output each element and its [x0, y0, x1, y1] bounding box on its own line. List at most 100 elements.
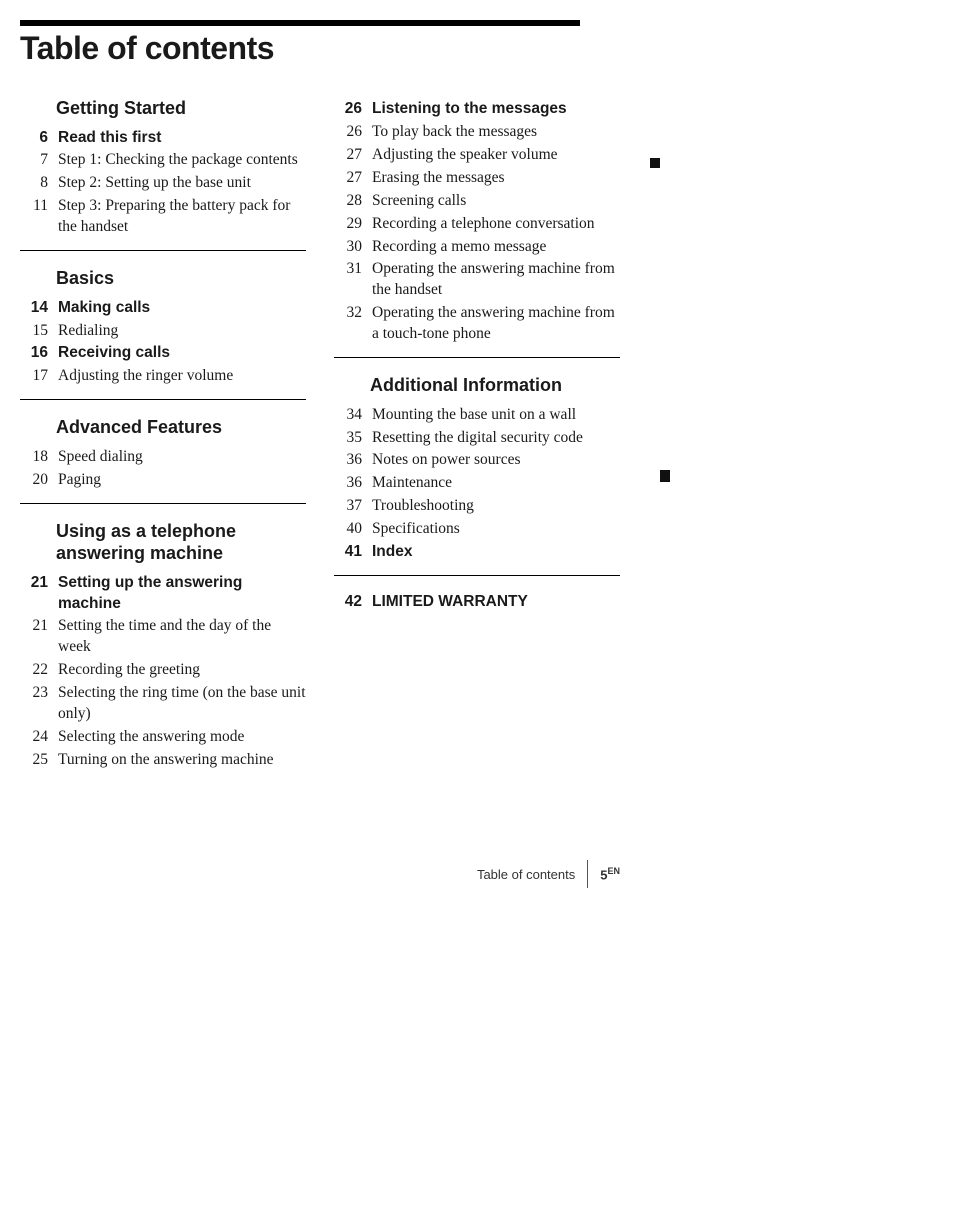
toc-entry-page: 28 [334, 191, 362, 212]
section-heading: Getting Started [56, 97, 306, 120]
toc-entry-text: Step 2: Setting up the base unit [58, 173, 306, 194]
toc-entry-text: Mounting the base unit on a wall [372, 405, 620, 426]
toc-entry-page: 31 [334, 259, 362, 280]
toc-entry-page: 40 [334, 519, 362, 540]
section-divider [334, 575, 620, 576]
toc-entry: 27Erasing the messages [334, 168, 620, 189]
toc-entry-page: 22 [20, 660, 48, 681]
toc-entry-page: 27 [334, 145, 362, 166]
toc-entry-text: Operating the answering machine from the… [372, 259, 620, 301]
toc-entry-text: Step 3: Preparing the battery pack for t… [58, 196, 306, 238]
toc-entry: 35 Resetting the digital security code [334, 428, 620, 449]
toc-entry-text: Notes on power sources [372, 450, 620, 471]
toc-entry-page: 36 [334, 473, 362, 494]
toc-entry: 41 Index [334, 542, 620, 563]
toc-entry: 27Adjusting the speaker volume [334, 145, 620, 166]
toc-entry: 30Recording a memo message [334, 237, 620, 258]
toc-entry-page: 42 [334, 592, 362, 613]
toc-entry: 31 Operating the answering machine from t… [334, 259, 620, 301]
toc-entry-page: 30 [334, 237, 362, 258]
toc-entry: 18Speed dialing [20, 447, 306, 468]
toc-entry-text: Recording the greeting [58, 660, 306, 681]
toc-entry-page: 29 [334, 214, 362, 235]
toc-entry: 22 Recording the greeting [20, 660, 306, 681]
toc-entry-page: 15 [20, 321, 48, 342]
toc-entry-page: 21 [20, 616, 48, 637]
toc-entry: 25Turning on the answering machine [20, 750, 306, 771]
toc-entry-page: 26 [334, 99, 362, 120]
section-heading: Advanced Features [56, 416, 306, 439]
toc-entry-text: Specifications [372, 519, 620, 540]
toc-entry: 21 Setting the time and the day of the we… [20, 616, 306, 658]
toc-columns: Getting Started 6 Read this first7Step 1: … [20, 97, 620, 773]
footer: Table of contents 5EN [20, 860, 620, 888]
toc-entry: 42 LIMITED WARRANTY [334, 592, 620, 613]
toc-entry-text: Read this first [58, 128, 306, 149]
toc-entry: 37 Troubleshooting [334, 496, 620, 517]
page-title: Table of contents [20, 30, 914, 67]
toc-entry-page: 18 [20, 447, 48, 468]
toc-entry-page: 16 [20, 343, 48, 364]
toc-entry-text: Making calls [58, 298, 306, 319]
section-heading: Additional Information [370, 374, 620, 397]
toc-entry: 11 Step 3: Preparing the battery pack for… [20, 196, 306, 238]
toc-entry: 28Screening calls [334, 191, 620, 212]
title-rule [20, 20, 580, 26]
section-heading: Basics [56, 267, 306, 290]
footer-page-number: 5EN [600, 866, 620, 882]
toc-entry-text: Receiving calls [58, 343, 306, 364]
toc-entry-text: Redialing [58, 321, 306, 342]
toc-entry: 26Listening to the messages [334, 99, 620, 120]
toc-entry-page: 20 [20, 470, 48, 491]
toc-entry: 26To play back the messages [334, 122, 620, 143]
section-divider [20, 250, 306, 251]
toc-entry-page: 36 [334, 450, 362, 471]
toc-entry-page: 37 [334, 496, 362, 517]
toc-entry-page: 17 [20, 366, 48, 387]
artifact-dot [650, 158, 660, 168]
toc-entry-text: LIMITED WARRANTY [372, 592, 620, 613]
toc-entry-page: 14 [20, 298, 48, 319]
toc-entry-page: 6 [20, 128, 48, 149]
toc-entry: 29 Recording a telephone conversation [334, 214, 620, 235]
toc-entry: 20 Paging [20, 470, 306, 491]
toc-entry: 8Step 2: Setting up the base unit [20, 173, 306, 194]
toc-entry: 23 Selecting the ring time (on the base u… [20, 683, 306, 725]
toc-entry: 14 Making calls [20, 298, 306, 319]
toc-entry-page: 11 [20, 196, 48, 217]
toc-entry-page: 35 [334, 428, 362, 449]
toc-entry-text: Turning on the answering machine [58, 750, 306, 771]
section-heading: Using as a telephone answering machine [56, 520, 306, 565]
toc-entry-page: 27 [334, 168, 362, 189]
toc-column: 26Listening to the messages26To play bac… [334, 97, 620, 773]
toc-entry-text: Recording a telephone conversation [372, 214, 620, 235]
toc-entry: 7Step 1: Checking the package contents [20, 150, 306, 171]
toc-entry-text: Troubleshooting [372, 496, 620, 517]
toc-entry-page: 23 [20, 683, 48, 704]
footer-divider [587, 860, 588, 888]
toc-entry-text: Selecting the ring time (on the base uni… [58, 683, 306, 725]
toc-entry-text: To play back the messages [372, 122, 620, 143]
toc-entry: 36 Notes on power sources [334, 450, 620, 471]
toc-entry-page: 41 [334, 542, 362, 563]
toc-entry-text: Adjusting the ringer volume [58, 366, 306, 387]
footer-label: Table of contents [477, 867, 575, 882]
toc-entry: 36Maintenance [334, 473, 620, 494]
toc-entry-page: 32 [334, 303, 362, 324]
toc-entry: 16 Receiving calls [20, 343, 306, 364]
toc-entry-text: Index [372, 542, 620, 563]
toc-entry-page: 34 [334, 405, 362, 426]
toc-entry: 32Operating the answering machine from a… [334, 303, 620, 345]
toc-entry-text: Resetting the digital security code [372, 428, 620, 449]
toc-entry-text: Setting the time and the day of the week [58, 616, 306, 658]
toc-entry: 24Selecting the answering mode [20, 727, 306, 748]
page: Table of contents Getting Started 6 Read t… [0, 0, 954, 1225]
toc-entry-text: Setting up the answering machine [58, 573, 306, 615]
toc-column: Getting Started 6 Read this first7Step 1: … [20, 97, 306, 773]
toc-entry: 21Setting up the answering machine [20, 573, 306, 615]
toc-entry: 6 Read this first [20, 128, 306, 149]
toc-entry-text: Paging [58, 470, 306, 491]
section-divider [20, 399, 306, 400]
toc-entry-page: 24 [20, 727, 48, 748]
toc-entry: 40 Specifications [334, 519, 620, 540]
